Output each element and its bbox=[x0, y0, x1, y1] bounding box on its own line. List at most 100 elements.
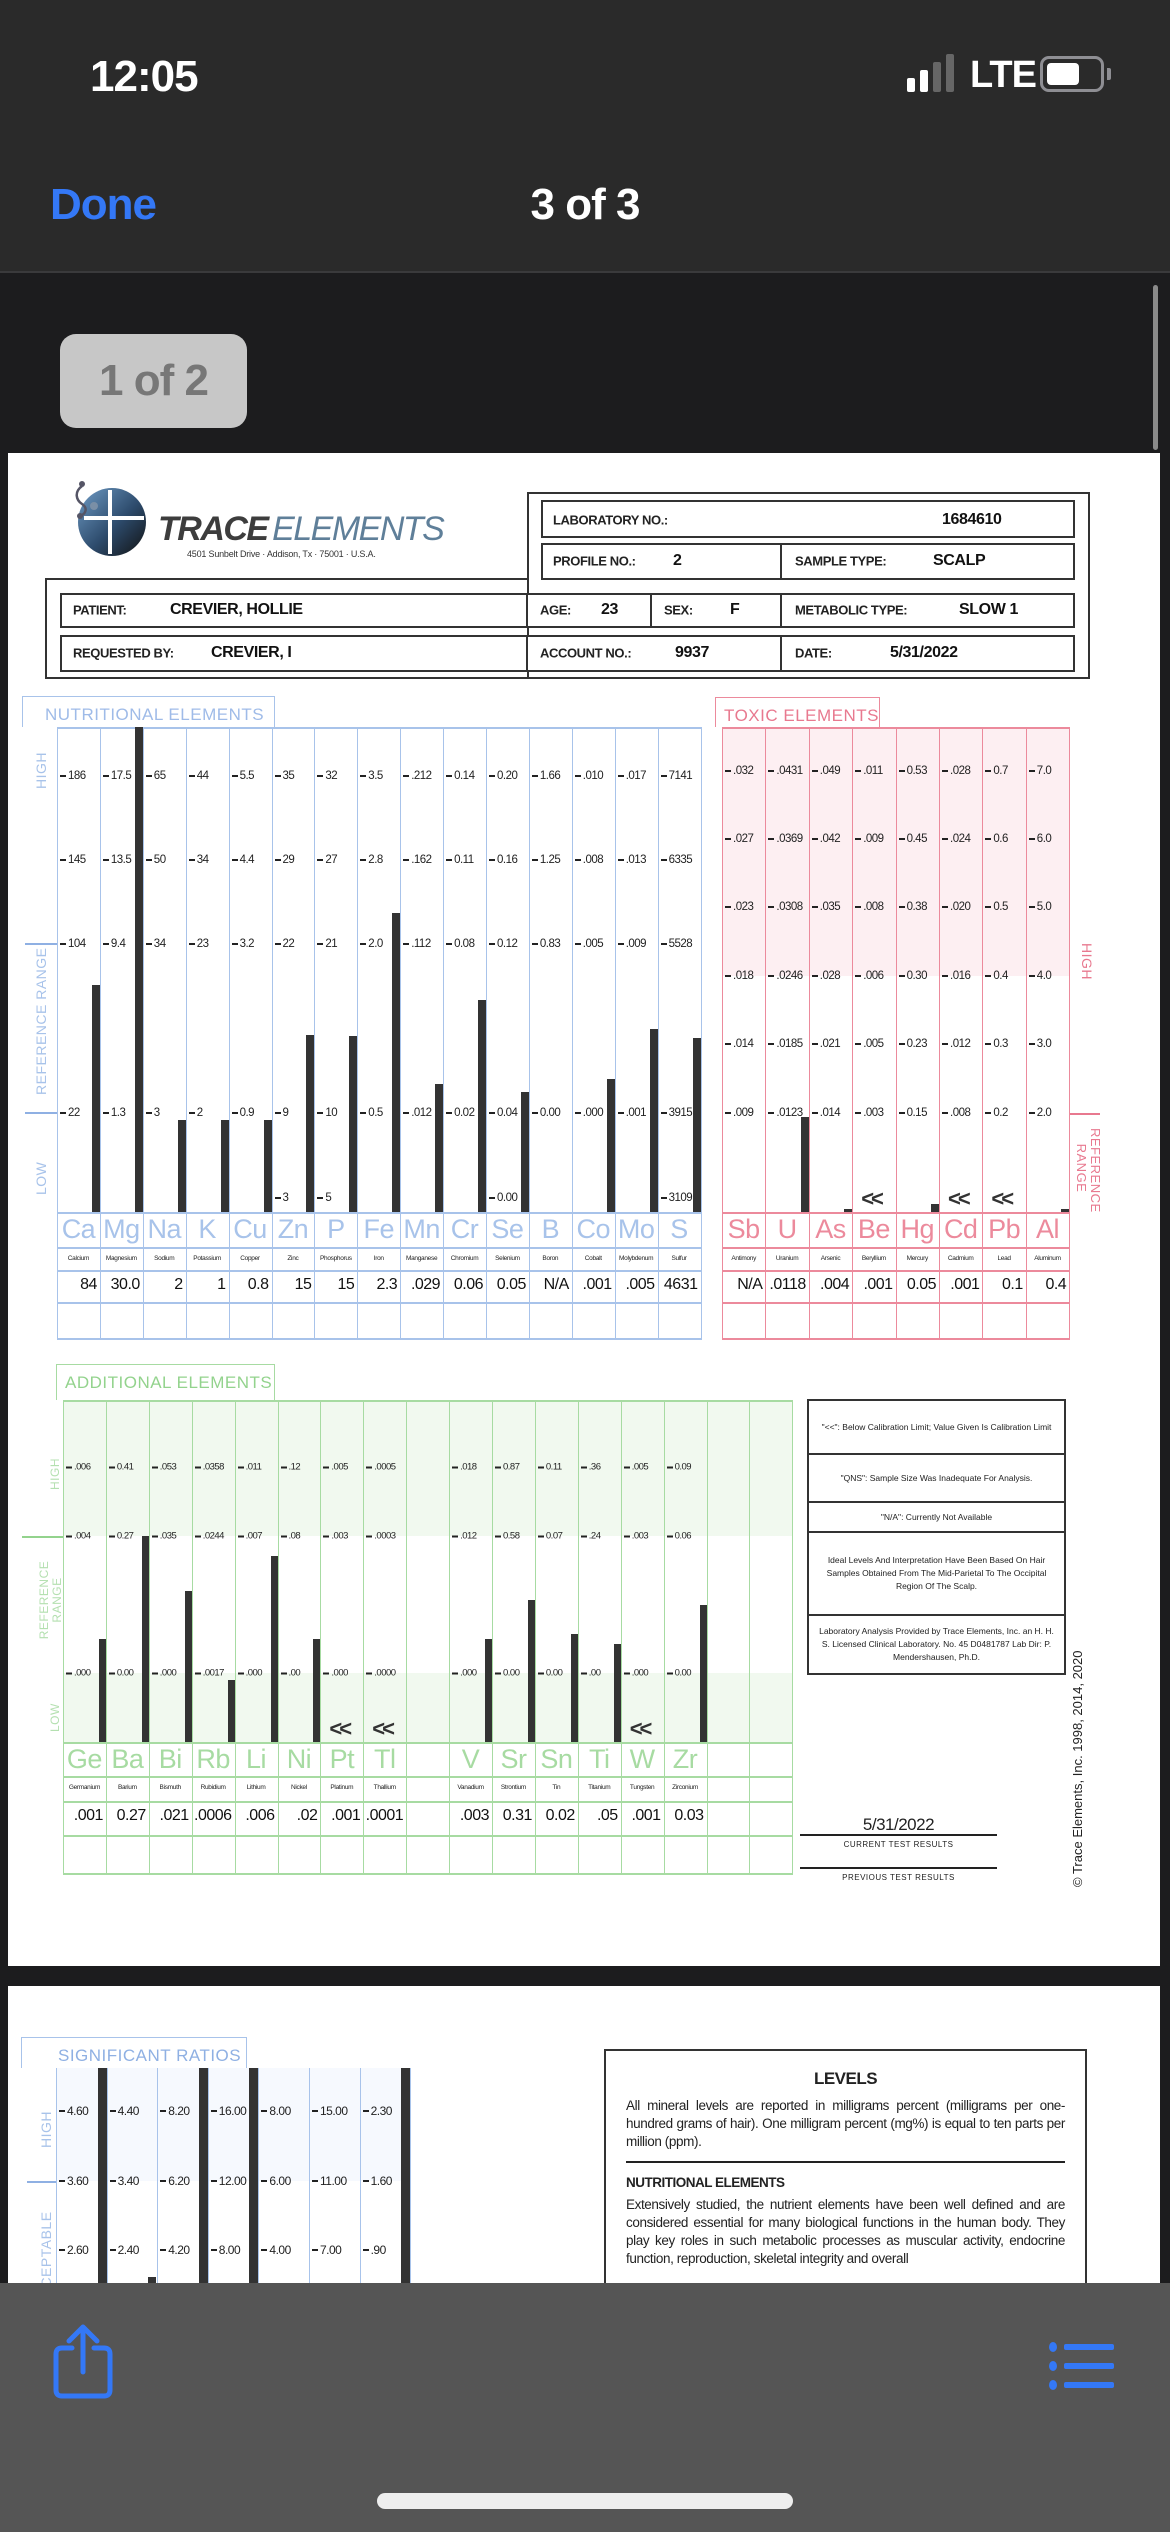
toxic-tick-label: .012 bbox=[942, 1038, 971, 1050]
metabolic-type-value: SLOW 1 bbox=[959, 601, 1018, 618]
ratios-tick-label: 6.00 bbox=[261, 2174, 291, 2188]
additional-shade bbox=[63, 1673, 793, 1742]
additional-tick-label: .000 bbox=[151, 1668, 177, 1679]
legend-lab-info: Laboratory Analysis Provided by Trace El… bbox=[819, 1626, 1054, 1662]
nutritional-tick-label: 104 bbox=[60, 938, 86, 950]
home-indicator[interactable] bbox=[377, 2493, 793, 2509]
additional-tick-label: .011 bbox=[237, 1462, 262, 1473]
nutritional-result-bar bbox=[692, 1037, 701, 1212]
toxic-tick-label: .042 bbox=[811, 833, 841, 845]
nutritional-value: .029 bbox=[410, 1276, 441, 1293]
sample-type-value: SCALP bbox=[933, 552, 986, 569]
nutritional-tick-label: 0.20 bbox=[489, 770, 518, 782]
scrollbar[interactable] bbox=[1153, 285, 1158, 450]
nutritional-symbol-Mo: Mo bbox=[617, 1214, 655, 1244]
nutritional-tick-label: 5.5 bbox=[231, 770, 255, 782]
nutritional-low-tick-label: 3109 bbox=[660, 1192, 693, 1204]
nutritional-symbol-Cu: Cu bbox=[233, 1214, 267, 1244]
additional-name: Strontium bbox=[500, 1784, 526, 1791]
additional-result-bar bbox=[313, 1638, 321, 1742]
nutritional-tick-label: 22 bbox=[60, 1107, 80, 1119]
toxic-tick-label: 0.45 bbox=[898, 833, 927, 845]
age-value: 23 bbox=[601, 601, 618, 618]
toxic-column-line bbox=[1025, 727, 1027, 1338]
toxic-tick-label: 7.0 bbox=[1028, 765, 1052, 777]
toxic-symbol-As: As bbox=[815, 1214, 846, 1244]
additional-tick-label: .00 bbox=[580, 1668, 601, 1679]
toxic-symbol-Hg: Hg bbox=[900, 1214, 935, 1244]
legend-na: "N/A": Currently Not Available bbox=[809, 1503, 1064, 1533]
nutritional-tick-label: 2 bbox=[188, 1107, 203, 1119]
additional-value: .001 bbox=[631, 1807, 661, 1824]
additional-symbol-V: V bbox=[461, 1744, 480, 1774]
additional-tick-label: .012 bbox=[452, 1531, 477, 1542]
toxic-column-line bbox=[722, 727, 723, 1338]
additional-tick-label: .000 bbox=[66, 1668, 91, 1679]
nutritional-tick-label: 3 bbox=[145, 1107, 160, 1119]
nutritional-tick-label: 32 bbox=[317, 770, 338, 782]
nutritional-tick-label: .010 bbox=[574, 770, 604, 782]
nutritional-tick-label: 6335 bbox=[660, 854, 693, 866]
ratios-column-line bbox=[106, 2068, 108, 2368]
toxic-tick-label: 2.0 bbox=[1028, 1107, 1052, 1119]
additional-column-line bbox=[706, 1400, 708, 1873]
nutritional-result-bar bbox=[478, 1000, 486, 1212]
ratios-tick-label: 6.20 bbox=[160, 2174, 190, 2188]
nutritional-tick-label: 34 bbox=[188, 854, 209, 866]
toxic-tick-label: .008 bbox=[942, 1107, 971, 1119]
additional-name: Tin bbox=[552, 1784, 561, 1791]
additional-tick-label: .000 bbox=[237, 1668, 263, 1679]
nutritional-name: Molybdenum bbox=[619, 1255, 654, 1262]
done-button[interactable]: Done bbox=[50, 180, 157, 229]
additional-tick-label: .0003 bbox=[366, 1531, 396, 1542]
toxic-tick-label: .020 bbox=[942, 901, 971, 913]
legend-ideal-levels: Ideal Levels And Interpretation Have Bee… bbox=[809, 1533, 1064, 1616]
account-no-value: 9937 bbox=[675, 644, 709, 661]
nutritional-result-bar bbox=[134, 727, 143, 1212]
additional-value: 0.31 bbox=[502, 1807, 533, 1824]
additional-tick-label: .053 bbox=[151, 1462, 177, 1473]
nutritional-grid-line bbox=[57, 1338, 702, 1340]
ratios-tick-label: 15.00 bbox=[312, 2104, 348, 2118]
additional-column-line bbox=[492, 1400, 493, 1873]
nutritional-column-line bbox=[314, 727, 316, 1338]
nutritional-value: 0.06 bbox=[453, 1276, 484, 1293]
additional-name: Thallium bbox=[373, 1784, 396, 1791]
additional-tick-label: .003 bbox=[323, 1531, 348, 1542]
nutritional-tick-label: 13.5 bbox=[102, 854, 132, 866]
additional-value: .001 bbox=[331, 1807, 361, 1824]
toxic-value: .004 bbox=[820, 1276, 850, 1293]
list-icon[interactable] bbox=[1048, 2341, 1116, 2391]
sample-type-label: SAMPLE TYPE: bbox=[795, 553, 887, 569]
additional-tick-label: 0.00 bbox=[537, 1668, 563, 1679]
nutritional-result-bar bbox=[91, 985, 100, 1212]
ratios-tick-label: 4.40 bbox=[109, 2104, 139, 2118]
toxic-value: 0.4 bbox=[1045, 1276, 1067, 1293]
additional-tick-label: .018 bbox=[452, 1462, 477, 1473]
profile-no-value: 2 bbox=[673, 552, 682, 569]
nutritional-low-tick-label: 0.00 bbox=[489, 1192, 518, 1204]
toxic-tick-label: .006 bbox=[855, 970, 884, 982]
additional-tick-label: .005 bbox=[323, 1462, 348, 1473]
nutritional-symbol-B: B bbox=[541, 1214, 560, 1244]
additional-symbol-W: W bbox=[629, 1744, 655, 1774]
nutritional-symbol-Co: Co bbox=[576, 1214, 610, 1244]
toxic-column-line bbox=[1069, 727, 1071, 1338]
nutritional-tick-label: 35 bbox=[274, 770, 295, 782]
nutritional-heading: NUTRITIONAL ELEMENTS bbox=[626, 2175, 785, 2190]
additional-tick-label: .0000 bbox=[366, 1668, 396, 1679]
additional-column-line bbox=[191, 1400, 193, 1873]
nutritional-symbol-Se: Se bbox=[491, 1214, 524, 1244]
toxic-symbol-Cd: Cd bbox=[943, 1214, 978, 1244]
nutritional-tick-label: 23 bbox=[188, 938, 209, 950]
current-results-line bbox=[800, 1834, 997, 1836]
toxic-result-dash bbox=[844, 1209, 853, 1212]
navigation-bar bbox=[0, 0, 1170, 273]
additional-value: 0.02 bbox=[545, 1807, 576, 1824]
additional-grid-line bbox=[63, 1873, 794, 1875]
nutritional-tick-label: 50 bbox=[145, 854, 166, 866]
share-icon[interactable] bbox=[52, 2322, 114, 2400]
nutritional-tick-label: 0.16 bbox=[489, 854, 518, 866]
nutritional-value: .005 bbox=[625, 1276, 655, 1293]
nutritional-tick-label: .212 bbox=[403, 770, 432, 782]
